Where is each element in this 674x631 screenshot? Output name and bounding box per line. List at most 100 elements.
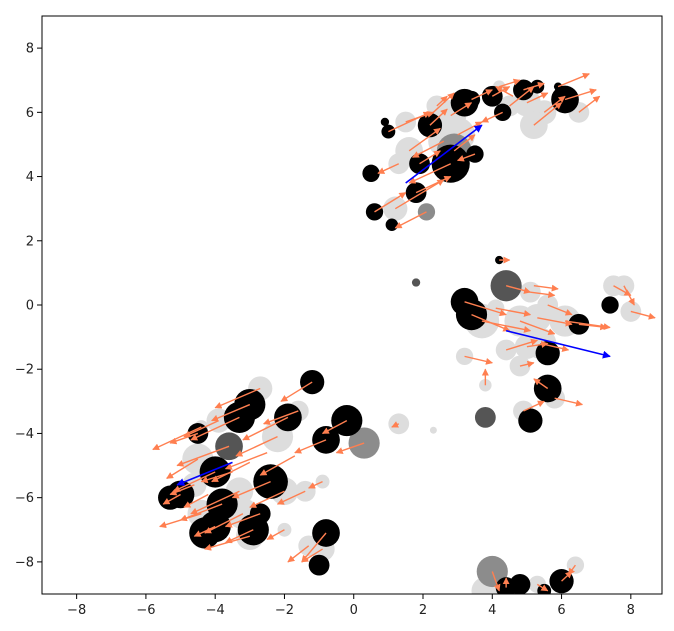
- vector-arrow: [152, 426, 202, 451]
- vector-arrow: [308, 480, 323, 489]
- arrows-layer: [152, 72, 656, 592]
- data-point: [495, 255, 504, 265]
- vector-arrow: [259, 455, 296, 476]
- vector-arrow: [564, 88, 597, 101]
- vector-arrow: [211, 403, 251, 422]
- vector-arrow: [557, 72, 590, 88]
- vector-arrow: [162, 493, 181, 505]
- x-tick-label: −4: [206, 603, 225, 618]
- vector-arrow: [249, 490, 285, 508]
- vector-arrow: [224, 529, 254, 544]
- x-tick-label: 8: [627, 603, 635, 618]
- vector-arrow: [519, 320, 556, 335]
- vector-arrow: [533, 378, 549, 390]
- vector-arrow: [242, 416, 289, 441]
- x-tick-label: 6: [557, 603, 565, 618]
- vector-arrow: [429, 108, 448, 126]
- vector-arrow: [190, 490, 240, 515]
- x-tick-label: 2: [419, 603, 427, 618]
- vector-arrow: [176, 445, 230, 467]
- x-tick-label: 4: [488, 603, 496, 618]
- vector-arrow: [394, 211, 427, 229]
- mean-vector-arrow: [405, 124, 483, 184]
- y-tick-label: 8: [26, 42, 34, 57]
- data-point: [509, 573, 531, 594]
- vector-arrow: [554, 397, 584, 407]
- vector-arrow: [578, 95, 601, 113]
- vector-arrow: [190, 416, 240, 441]
- vector-arrow: [408, 163, 452, 184]
- vector-arrow: [301, 548, 323, 563]
- vector-arrow: [523, 81, 545, 91]
- data-point: [429, 426, 437, 434]
- vector-arrow: [231, 480, 271, 499]
- vector-arrow: [509, 86, 535, 107]
- vector-arrow: [415, 175, 452, 194]
- vector-arrow: [471, 89, 493, 101]
- vector-arrow: [374, 192, 407, 213]
- mean-vector-arrow: [505, 329, 611, 359]
- vector-arrow: [214, 387, 261, 409]
- y-tick-label: 0: [26, 299, 34, 314]
- vector-arrow: [471, 313, 511, 332]
- mean-arrows-layer: [176, 124, 611, 486]
- vector-arrow: [505, 285, 532, 294]
- vector-arrow: [630, 310, 656, 320]
- vector-arrow: [204, 535, 251, 551]
- vector-arrow: [533, 284, 559, 292]
- data-point: [388, 153, 410, 175]
- vector-arrow: [408, 127, 441, 152]
- data-point: [308, 554, 330, 576]
- vector-arrow: [536, 583, 549, 592]
- vector-arrow: [526, 92, 549, 104]
- vector-arrow: [391, 421, 400, 428]
- data-point: [601, 296, 619, 314]
- vector-arrow: [335, 442, 365, 454]
- vector-arrow: [495, 307, 532, 317]
- vector-arrow: [530, 291, 556, 299]
- mean-vector-arrow: [176, 461, 233, 486]
- vector-arrow: [388, 111, 431, 133]
- vector-arrow: [287, 545, 310, 563]
- data-point: [518, 408, 543, 433]
- data-point: [411, 278, 421, 287]
- vector-arrow: [567, 564, 576, 576]
- y-tick-label: −4: [15, 427, 34, 442]
- vector-arrow: [537, 317, 573, 327]
- vector-arrow: [266, 529, 285, 541]
- vector-arrow: [394, 179, 445, 210]
- y-tick-label: −2: [15, 363, 34, 378]
- vector-arrow: [499, 78, 521, 88]
- x-tick-label: −8: [67, 603, 86, 618]
- vector-arrow: [450, 102, 473, 117]
- vector-arrow: [495, 86, 514, 97]
- vector-arrow: [183, 419, 219, 438]
- y-axis: −8 −6 −4 −2 0 2 4 6 8: [15, 42, 42, 570]
- vector-arrow: [204, 513, 244, 534]
- vector-arrow: [294, 439, 327, 454]
- x-tick-label: −6: [136, 603, 155, 618]
- vector-arrow: [436, 95, 448, 107]
- vector-arrow: [523, 400, 545, 412]
- vector-arrow: [578, 323, 608, 331]
- data-point: [474, 406, 496, 428]
- y-tick-label: 6: [26, 106, 34, 121]
- vector-arrow: [159, 513, 202, 529]
- vector-arrow: [533, 102, 563, 126]
- x-tick-label: −2: [275, 603, 294, 618]
- vector-arrow: [547, 304, 573, 316]
- vector-arrow: [377, 163, 400, 174]
- vector-arrow: [419, 150, 441, 165]
- vector-arrow: [411, 140, 445, 158]
- vector-arrow: [172, 471, 216, 492]
- data-point: [362, 164, 380, 183]
- vector-arrow: [166, 458, 199, 479]
- vector-arrow: [235, 436, 278, 457]
- vector-arrow: [453, 134, 476, 152]
- vector-arrow: [623, 285, 635, 306]
- vector-arrow: [211, 461, 251, 483]
- vector-arrow: [224, 513, 261, 528]
- vector-arrow: [276, 490, 306, 505]
